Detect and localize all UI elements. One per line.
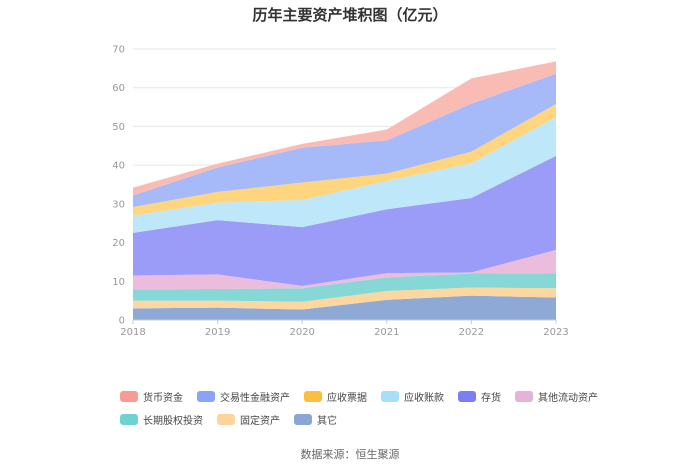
legend-swatch	[217, 414, 235, 425]
legend-label: 其它	[317, 416, 337, 427]
source-note: 数据来源：恒生聚源	[300, 448, 400, 461]
y-tick-label: 50	[112, 122, 125, 133]
legend-swatch	[304, 391, 322, 402]
area-series-货币资金[interactable]	[133, 61, 556, 196]
legend-label: 固定资产	[240, 416, 280, 427]
y-tick-label: 60	[112, 83, 125, 94]
y-tick-label: 10	[112, 277, 125, 288]
x-tick-label: 2018	[120, 327, 145, 338]
area-series-其它[interactable]	[133, 295, 556, 320]
area-series-应收账款[interactable]	[133, 117, 556, 233]
x-tick-label: 2019	[205, 327, 230, 338]
x-tick-label: 2020	[289, 327, 314, 338]
y-tick-label: 70	[112, 45, 125, 56]
legend-item[interactable]: 存货	[458, 389, 501, 404]
legend-label: 货币资金	[143, 393, 183, 404]
area-series-存货[interactable]	[133, 155, 556, 286]
legend-swatch	[120, 414, 138, 425]
x-tick-label: 2021	[374, 327, 399, 338]
legend: 货币资金 交易性金融资产 应收票据 应收账款 存货 其他流动资产长期股权投资 固定资产 其它	[120, 389, 600, 427]
y-tick-label: 40	[112, 161, 125, 172]
area-series-应收票据[interactable]	[133, 103, 556, 216]
legend-item[interactable]: 长期股权投资	[120, 412, 203, 427]
chart-title: 历年主要资产堆积图（亿元）	[252, 6, 448, 24]
legend-label: 存货	[481, 393, 501, 404]
x-tick-label: 2023	[543, 327, 568, 338]
legend-item[interactable]: 应收票据	[304, 389, 367, 404]
legend-item[interactable]: 应收账款	[381, 389, 444, 404]
area-series	[133, 61, 556, 320]
legend-label: 其他流动资产	[538, 393, 598, 404]
legend-label: 交易性金融资产	[220, 393, 290, 404]
area-series-固定资产[interactable]	[133, 287, 556, 310]
legend-item[interactable]: 其它	[294, 412, 337, 427]
y-tick-label: 30	[112, 199, 125, 210]
legend-item[interactable]: 货币资金	[120, 389, 183, 404]
y-tick-label: 20	[112, 238, 125, 249]
legend-swatch	[381, 391, 399, 402]
legend-swatch	[294, 414, 312, 425]
legend-item[interactable]: 其他流动资产	[515, 389, 598, 404]
y-tick-label: 0	[119, 316, 125, 327]
area-series-其他流动资产[interactable]	[133, 249, 556, 290]
area-series-交易性金融资产[interactable]	[133, 73, 556, 207]
legend-swatch	[515, 391, 533, 402]
legend-swatch	[120, 391, 138, 402]
legend-swatch	[197, 391, 215, 402]
legend-swatch	[458, 391, 476, 402]
legend-label: 应收账款	[404, 393, 444, 404]
x-tick-label: 2022	[459, 327, 484, 338]
area-series-长期股权投资[interactable]	[133, 273, 556, 302]
legend-label: 长期股权投资	[143, 416, 203, 427]
axes: 0 10 20 30 40 50 60 70 2018 2019 2020 2021 2022 2023	[112, 45, 568, 339]
legend-label: 应收票据	[327, 393, 367, 404]
legend-item[interactable]: 交易性金融资产	[197, 389, 290, 404]
legend-item[interactable]: 固定资产	[217, 412, 280, 427]
